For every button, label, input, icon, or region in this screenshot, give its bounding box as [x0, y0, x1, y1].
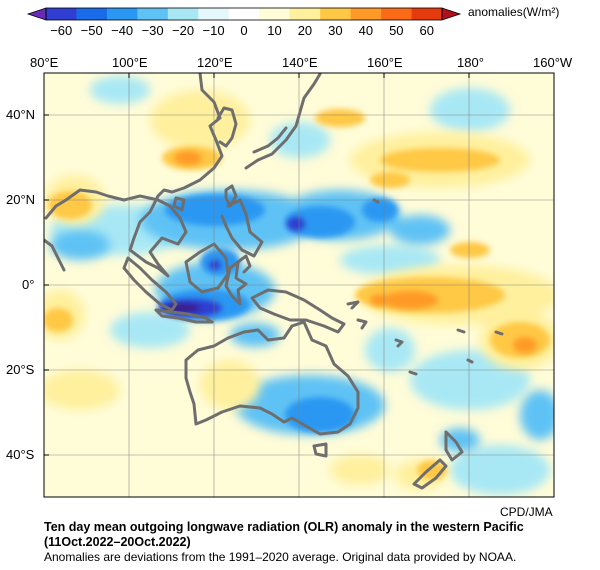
lon-label-80e: 80°E: [30, 55, 59, 70]
colorbar-segment: [381, 8, 412, 20]
colorbar-segment: [167, 8, 199, 20]
colorbar-segment: [76, 8, 108, 20]
colorbar-units-label: anomalies(W/m²): [468, 5, 560, 19]
colorbar-segment: [137, 8, 169, 20]
colorbar-segment: [46, 8, 77, 20]
colorbar-tick: −50: [80, 23, 103, 38]
colorbar-tick: −20: [172, 23, 195, 38]
colorbar-tick: 10: [267, 23, 282, 38]
lon-label-180: 180°: [457, 55, 484, 70]
graticule: [44, 73, 554, 497]
colorbar-tick: −30: [141, 23, 164, 38]
coastlines: [44, 73, 504, 490]
caption-period: (11Oct.2022–20Oct.2022): [44, 535, 191, 549]
colorbar-segment: [106, 8, 138, 20]
lat-label-20n: 20°N: [6, 192, 36, 207]
colorbar-right-arrow: [441, 7, 462, 21]
lat-label-40s: 40°S: [6, 447, 35, 462]
lon-label-140e: 140°E: [282, 55, 318, 70]
colorbar-tick: 40: [358, 23, 374, 38]
lat-label-40n: 40°N: [6, 107, 36, 122]
colorbar-tick: 20: [297, 23, 313, 38]
colorbar-left-arrow: [26, 7, 47, 21]
colorbar-tick: 60: [419, 23, 434, 38]
lon-label-120e: 120°E: [197, 55, 233, 70]
colorbar-tick: 50: [389, 23, 404, 38]
colorbar-segment: [320, 8, 351, 20]
lat-label-20s: 20°S: [6, 362, 35, 377]
colorbar-segment: [259, 8, 290, 20]
colorbar-segment: [350, 8, 382, 20]
colorbar-segment: [228, 8, 260, 20]
colorbar: [26, 7, 462, 21]
colorbar-tick: 30: [328, 23, 343, 38]
colorbar-tick: 0: [240, 23, 248, 38]
caption-title: Ten day mean outgoing longwave radiation…: [44, 520, 524, 534]
lon-label-160e: 160°E: [367, 55, 403, 70]
lat-label-0: 0°: [22, 277, 35, 292]
colorbar-tick: −40: [111, 23, 134, 38]
credit-label: CPD/JMA: [500, 505, 553, 519]
colorbar-tick: −60: [50, 23, 73, 38]
lon-label-160w: 160°W: [533, 55, 573, 70]
anomaly-field: [44, 73, 554, 497]
tick-marks: [44, 73, 470, 456]
colorbar-tick: −10: [202, 23, 225, 38]
colorbar-segment: [289, 8, 321, 20]
colorbar-segment: [411, 8, 443, 20]
lon-label-100e: 100°E: [112, 55, 148, 70]
caption-note: Anomalies are deviations from the 1991–2…: [44, 550, 517, 564]
colorbar-segment: [198, 8, 230, 20]
